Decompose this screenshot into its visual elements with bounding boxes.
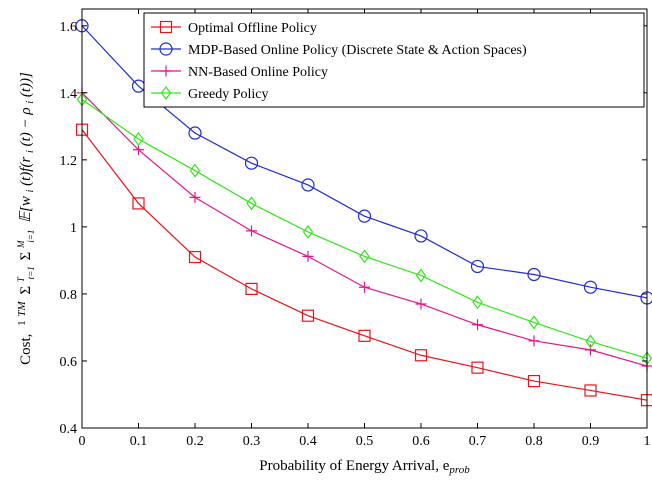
legend-label: NN-Based Online Policy	[188, 65, 328, 80]
plus-marker	[359, 281, 370, 293]
x-tick-label: 0.5	[356, 434, 374, 449]
x-tick-label: 0.9	[582, 434, 600, 449]
x-tick-label: 0.8	[525, 434, 543, 449]
series-square	[75, 123, 652, 407]
y-tick-label: 1	[70, 221, 77, 236]
y-label-sum2: Σ	[18, 252, 34, 261]
plus-marker	[246, 225, 257, 237]
square-marker	[159, 20, 173, 34]
circle-marker	[244, 156, 259, 170]
x-axis-label: Probability of Energy Arrival, eprob	[259, 458, 470, 476]
legend-entry: Greedy Policy	[151, 86, 268, 102]
legend-label: Greedy Policy	[188, 87, 268, 102]
square-marker	[584, 384, 597, 397]
y-label-sum1-sub: t=1	[26, 266, 36, 279]
y-label-sub-i2: i	[25, 150, 36, 153]
x-tick-label: 0.4	[299, 434, 317, 449]
y-label-sum2-sub: i=1	[26, 230, 36, 243]
plus-marker	[133, 144, 144, 156]
series-line	[81, 25, 648, 299]
y-label-prefix: Cost,	[18, 334, 34, 365]
x-axis-label-main: Probability of Energy Arrival, e	[259, 458, 449, 474]
legend-label: MDP-Based Online Policy (Discrete State …	[188, 43, 527, 58]
y-label-frac-num: 1	[16, 320, 28, 326]
plus-marker	[302, 250, 314, 262]
y-axis-label: Cost, 1 TM Σ T t=1 Σ M i=1 𝔼[w i (t)f(r …	[12, 72, 38, 365]
diamond-marker	[528, 315, 540, 330]
x-tick-label: 0.1	[130, 434, 148, 449]
circle-marker	[357, 209, 372, 223]
circle-marker	[583, 280, 598, 294]
square-marker	[188, 250, 202, 264]
legend-label: Optimal Offline Policy	[188, 21, 317, 36]
y-tick-label: 1.2	[60, 154, 78, 169]
y-tick-label: 1.6	[60, 20, 78, 35]
square-marker	[245, 282, 258, 295]
square-marker	[301, 309, 315, 322]
legend-entry: Optimal Offline Policy	[151, 20, 317, 36]
circle-marker	[159, 42, 173, 56]
diamond-marker	[133, 132, 144, 147]
plus-marker	[472, 319, 483, 331]
square-marker	[132, 197, 145, 210]
y-label-expr: 𝔼[w	[18, 196, 34, 223]
diamond-marker	[160, 86, 172, 100]
y-tick-label: 0.6	[60, 355, 78, 370]
diamond-marker	[472, 295, 483, 310]
legend-entry: MDP-Based Online Policy (Discrete State …	[151, 42, 527, 58]
diamond-marker	[585, 334, 596, 349]
diamond-marker	[246, 196, 257, 211]
square-marker	[471, 361, 484, 374]
y-label-sum1: Σ	[18, 286, 34, 295]
x-tick-label: 0.7	[469, 434, 487, 449]
series-line	[81, 92, 648, 367]
plus-marker	[160, 65, 172, 77]
y-label-expr-end: (t))]	[18, 72, 34, 97]
diamond-marker	[189, 163, 201, 178]
y-label-expr-mid2: (t) − ρ	[18, 107, 34, 146]
legend-box	[143, 12, 645, 108]
legend: Optimal Offline Policy MDP-Based Online P…	[143, 12, 645, 108]
x-tick-label: 0.3	[243, 434, 261, 449]
y-label-sub-i1: i	[25, 189, 36, 192]
square-marker	[414, 349, 428, 362]
series-line	[81, 99, 648, 359]
plus-marker	[415, 298, 427, 310]
y-label-expr-mid: (t)f(r	[18, 157, 34, 186]
x-tick-label: 1	[644, 434, 651, 449]
plot-area	[75, 19, 652, 407]
y-label-frac-den: TM	[16, 300, 28, 316]
square-marker	[527, 374, 541, 388]
series-diamond	[76, 92, 652, 366]
square-marker	[358, 329, 371, 342]
y-label-sum1-sup: T	[16, 276, 26, 282]
legend-entry: NN-Based Online Policy	[151, 65, 328, 80]
series-line	[81, 129, 648, 401]
circle-marker	[301, 178, 315, 192]
x-axis-label-subscript: prob	[448, 464, 470, 476]
plus-marker	[585, 344, 596, 356]
diamond-marker	[302, 224, 314, 239]
svg-text:Cost, 1 TM Σ: Cost, 1 TM Σ T t=1 Σ M i=1 𝔼[w i (t)f(r …	[12, 72, 38, 365]
plus-marker	[189, 191, 201, 203]
x-tick-label: 0.2	[186, 434, 204, 449]
plus-marker	[528, 335, 540, 347]
circle-marker	[527, 267, 541, 282]
y-label-sum2-sup: M	[16, 240, 26, 249]
series-plus	[76, 87, 652, 372]
y-label-sub-i3: i	[25, 101, 36, 104]
circle-marker	[188, 126, 202, 140]
x-tick-label: 0	[79, 434, 86, 449]
diamond-marker	[359, 249, 370, 264]
y-tick-label: 0.8	[60, 288, 78, 303]
x-tick-label: 0.6	[412, 434, 430, 449]
circle-marker	[414, 229, 428, 243]
diamond-marker	[415, 268, 427, 283]
y-tick-label: 1.4	[60, 87, 78, 102]
circle-marker	[470, 259, 485, 274]
y-tick-label: 0.4	[60, 422, 78, 437]
